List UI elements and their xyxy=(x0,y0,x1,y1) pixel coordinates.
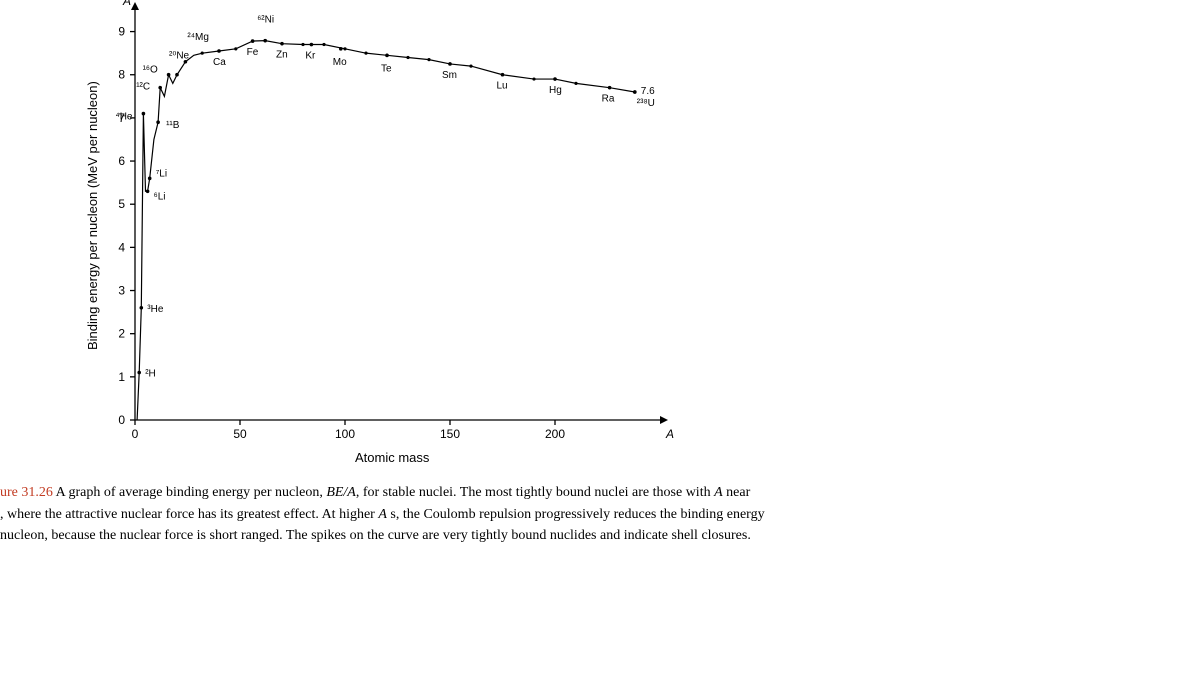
svg-text:50: 50 xyxy=(233,427,247,441)
svg-text:9: 9 xyxy=(118,25,125,39)
caption-text-2b: s, the Coulomb repulsion progressively r… xyxy=(387,507,765,522)
caption-text-1b: , for stable nuclei. The most tightly bo… xyxy=(356,485,714,500)
svg-text:8: 8 xyxy=(118,68,125,82)
svg-text:100: 100 xyxy=(335,427,355,441)
svg-text:⁴He: ⁴He xyxy=(115,112,133,123)
svg-text:⁷Li: ⁷Li xyxy=(156,168,167,179)
svg-text:¹¹B: ¹¹B xyxy=(166,120,180,131)
svg-text:⁶Li: ⁶Li xyxy=(154,191,166,202)
svg-text:²³⁸U: ²³⁸U xyxy=(637,98,655,109)
chart-svg: 0123456789050100150200BEAA ²H³He⁶Li⁷Li⁴H… xyxy=(90,0,690,460)
caption-text-1c: near xyxy=(723,485,751,500)
caption-A2: A xyxy=(378,507,387,522)
caption-bea: BE/A xyxy=(326,485,356,500)
svg-text:150: 150 xyxy=(440,427,460,441)
svg-text:Mo: Mo xyxy=(333,57,347,68)
svg-text:¹⁶O: ¹⁶O xyxy=(143,65,158,76)
svg-text:Lu: Lu xyxy=(497,81,508,92)
caption-text-3: nucleon, because the nuclear force is sh… xyxy=(0,528,751,543)
figure-caption: ure 31.26 A graph of average binding ene… xyxy=(0,482,1150,547)
svg-text:Ca: Ca xyxy=(213,57,226,68)
svg-text:0: 0 xyxy=(132,427,139,441)
svg-text:7.6: 7.6 xyxy=(641,86,655,97)
caption-A1: A xyxy=(714,485,723,500)
svg-text:3: 3 xyxy=(118,284,125,298)
caption-text-2a: , where the attractive nuclear force has… xyxy=(0,507,378,522)
svg-text:Hg: Hg xyxy=(549,85,562,96)
svg-text:Ra: Ra xyxy=(602,94,615,105)
svg-text:Te: Te xyxy=(381,63,392,74)
svg-text:Zn: Zn xyxy=(276,50,288,61)
svg-text:⁶²Ni: ⁶²Ni xyxy=(257,15,274,26)
svg-text:³He: ³He xyxy=(147,304,164,315)
svg-text:²⁰Ne: ²⁰Ne xyxy=(169,51,190,62)
caption-text-1a: A graph of average binding energy per nu… xyxy=(56,485,327,500)
svg-text:1: 1 xyxy=(118,370,125,384)
svg-text:Fe: Fe xyxy=(247,47,259,58)
svg-text:²H: ²H xyxy=(145,369,156,380)
y-axis-label: Binding energy per nucleon (MeV per nucl… xyxy=(85,81,100,350)
svg-text:5: 5 xyxy=(118,197,125,211)
svg-text:0: 0 xyxy=(118,413,125,427)
svg-text:A: A xyxy=(122,0,131,8)
figure-number: ure 31.26 xyxy=(0,485,56,500)
svg-text:²⁴Mg: ²⁴Mg xyxy=(187,32,209,43)
binding-energy-chart: 0123456789050100150200BEAA ²H³He⁶Li⁷Li⁴H… xyxy=(90,0,690,460)
svg-text:Sm: Sm xyxy=(442,70,457,81)
x-axis-label: Atomic mass xyxy=(355,450,429,465)
svg-text:6: 6 xyxy=(118,154,125,168)
svg-text:200: 200 xyxy=(545,427,565,441)
svg-text:¹²C: ¹²C xyxy=(136,82,150,93)
svg-text:Kr: Kr xyxy=(305,51,316,62)
svg-text:2: 2 xyxy=(118,327,125,341)
svg-text:A: A xyxy=(665,427,674,441)
svg-text:4: 4 xyxy=(118,240,125,254)
